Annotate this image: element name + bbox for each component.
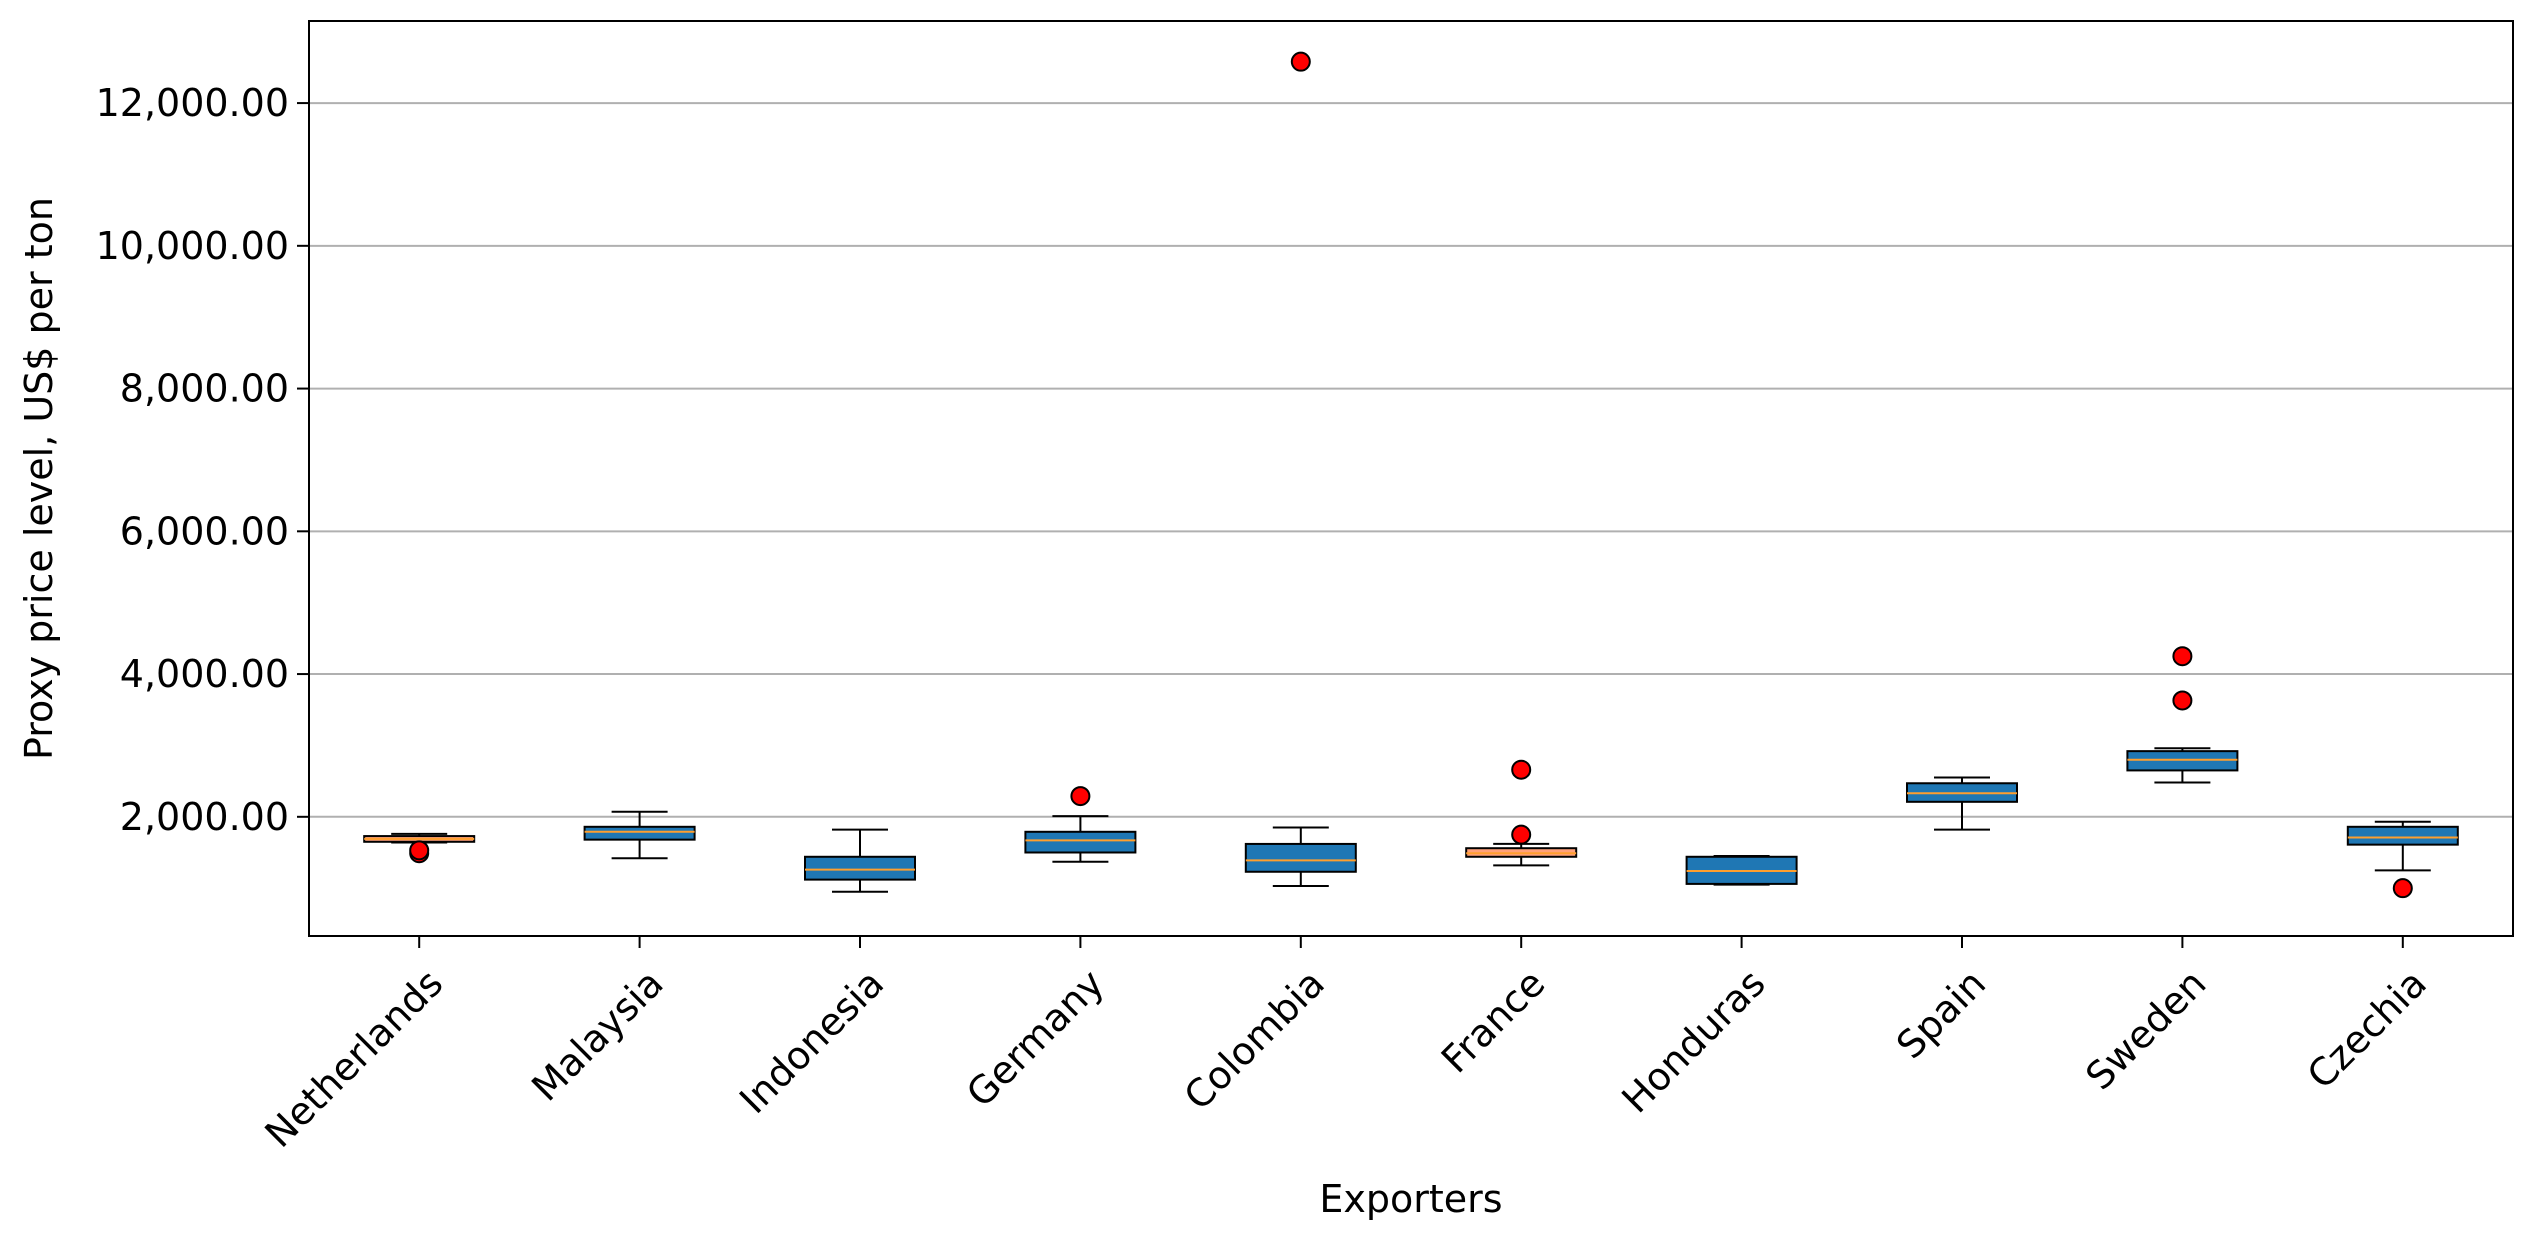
box-netherlands: [363, 832, 476, 864]
outlier-point: [1070, 786, 1091, 807]
outlier-point: [1511, 759, 1532, 780]
gridlines: [309, 102, 2513, 818]
box-iqr: [1244, 842, 1357, 873]
boxes: [363, 51, 2459, 899]
outlier-point: [1511, 824, 1532, 845]
y-axis-label: Proxy price level, US$ per ton: [17, 197, 61, 760]
box-iqr: [2346, 825, 2459, 846]
y-tick-label: 12,000.00: [96, 81, 289, 125]
y-tick-label: 6,000.00: [120, 509, 289, 553]
box-france: [1465, 759, 1578, 867]
box-germany: [1024, 786, 1137, 863]
outlier-point: [2392, 878, 2413, 899]
outlier-point: [409, 840, 430, 861]
box-spain: [1906, 776, 2018, 831]
box-iqr: [1024, 830, 1137, 854]
box-czechia: [2346, 820, 2459, 899]
box-iqr: [804, 855, 916, 881]
box-malaysia: [583, 810, 696, 860]
box-iqr: [2126, 750, 2239, 772]
box-sweden: [2126, 646, 2239, 784]
y-tick-label: 2,000.00: [120, 795, 289, 839]
plot-frame: [308, 20, 2514, 937]
outlier-point: [2172, 646, 2193, 667]
y-axis-ticks: 2,000.00 4,000.00 6,000.00 8,000.00 10,000.0…: [96, 81, 309, 839]
outlier-point: [1290, 51, 1311, 72]
box-colombia: [1244, 51, 1357, 888]
y-tick-label: 8,000.00: [120, 367, 289, 411]
box-indonesia: [804, 828, 916, 893]
x-axis-label: Exporters: [1319, 1177, 1502, 1221]
box-iqr: [583, 825, 696, 841]
box-honduras: [1685, 855, 1798, 886]
outlier-point: [2172, 690, 2193, 711]
y-tick-label: 10,000.00: [96, 224, 289, 268]
y-tick-label: 4,000.00: [120, 652, 289, 696]
